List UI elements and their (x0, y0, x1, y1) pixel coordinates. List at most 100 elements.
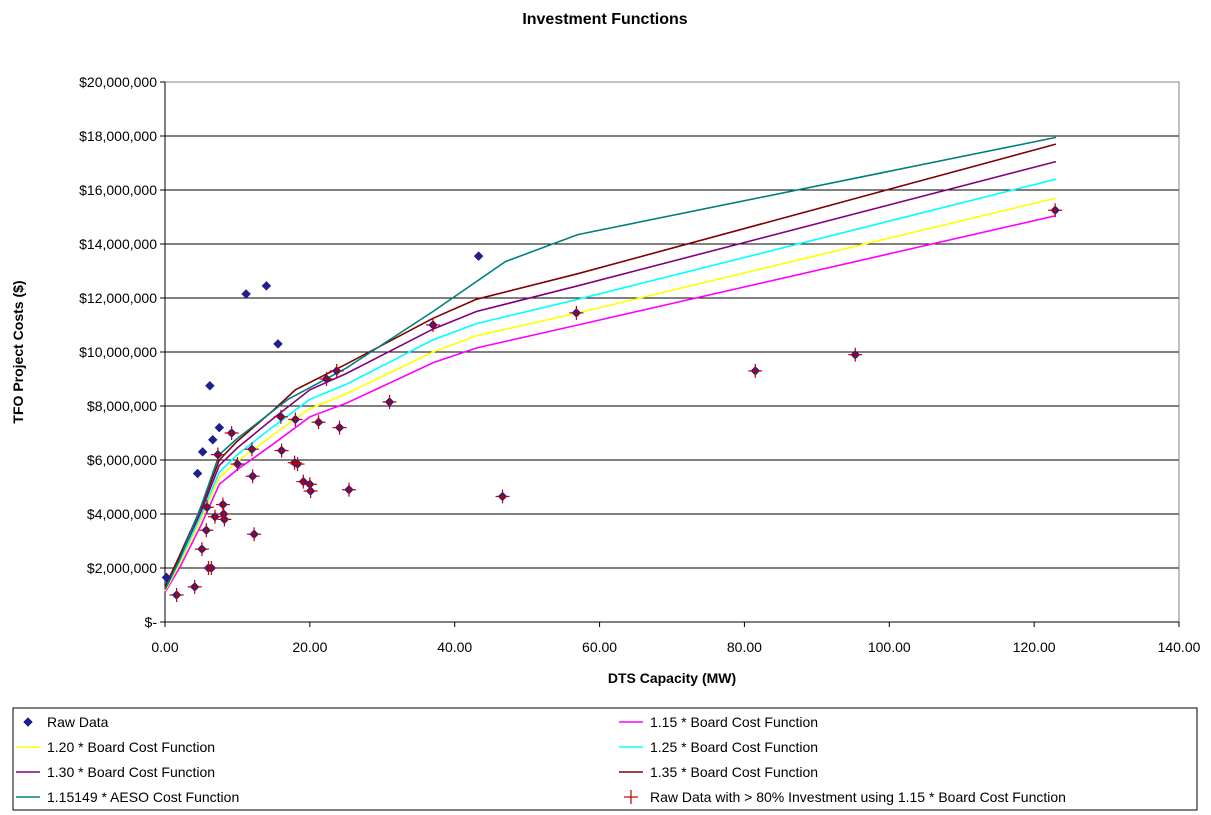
legend-entry-raw-data: Raw Data (23, 714, 109, 730)
investment-data-point (199, 523, 214, 538)
investment-data-point (382, 394, 397, 409)
legend-label: Raw Data with > 80% Investment using 1.1… (650, 789, 1066, 805)
raw-data-point (192, 468, 203, 479)
investment-data-point (425, 318, 440, 332)
legend-layer: Raw Data 1.15 * Board Cost Function 1.20 *… (16, 714, 1066, 805)
x-tick-label: 0.00 (151, 639, 178, 655)
investment-data-point (332, 420, 347, 435)
investment-data-point (303, 484, 318, 499)
raw-data-point (207, 434, 218, 445)
legend-entry-1-25-board-cost-function: 1.25 * Board Cost Function (619, 739, 818, 755)
legend-entry-1-20-board-cost-function: 1.20 * Board Cost Function (16, 739, 215, 755)
series-line-1-20-board-cost-function (164, 197, 1057, 592)
investment-data-point (329, 363, 344, 378)
legend-entry-raw-data-with-80-investment-using-1-15-board-cost-function: Raw Data with > 80% Investment using 1.1… (624, 789, 1066, 805)
investment-data-point (207, 509, 222, 524)
legend-label: 1.35 * Board Cost Function (650, 764, 818, 780)
y-tick-label: $18,000,000 (79, 128, 157, 144)
y-tick-label: $8,000,000 (87, 398, 157, 414)
tick-layer: $- $2,000,000 $4,000,000 $6,000,000 $8,000,0… (79, 74, 1200, 655)
investment-data-point (296, 474, 311, 489)
legend-swatch (23, 717, 33, 727)
y-tick-label: $- (145, 614, 158, 630)
investment-data-point (230, 457, 245, 472)
raw-data-point (214, 422, 225, 433)
investment-data-point (848, 347, 863, 362)
investment-data-point (341, 482, 356, 497)
raw-data-point (197, 447, 208, 457)
investment-data-point (204, 561, 219, 575)
y-tick-label: $12,000,000 (79, 290, 157, 306)
raw-data-point (241, 289, 251, 299)
investment-data-point (495, 489, 510, 504)
y-axis-title: TFO Project Costs ($) (10, 280, 26, 423)
y-tick-label: $20,000,000 (79, 74, 157, 90)
investment-data-point (200, 500, 215, 515)
x-tick-label: 120.00 (1013, 639, 1056, 655)
raw-data-point (161, 572, 172, 583)
legend-entry-1-35-board-cost-function: 1.35 * Board Cost Function (619, 764, 818, 780)
legend-entry-1-15149-aeso-cost-function: 1.15149 * AESO Cost Function (16, 789, 239, 805)
investment-data-point (274, 443, 289, 458)
investment-data-point (288, 412, 303, 427)
y-tick-label: $16,000,000 (79, 182, 157, 198)
chart-title: Investment Functions (522, 11, 687, 28)
raw-data-point (261, 280, 272, 291)
x-tick-label: 40.00 (437, 639, 472, 655)
series-line-1-35-board-cost-function (164, 143, 1057, 588)
x-tick-label: 140.00 (1158, 639, 1201, 655)
investment-data-point (287, 455, 302, 470)
investment-data-point (224, 426, 239, 440)
marker-layer (161, 203, 1063, 602)
line-layer (164, 136, 1057, 593)
investment-data-point (319, 372, 334, 386)
investment-data-point (216, 507, 231, 521)
legend-entry-1-15-board-cost-function: 1.15 * Board Cost Function (619, 714, 818, 730)
investment-data-point (302, 477, 317, 492)
legend-label: 1.15 * Board Cost Function (650, 714, 818, 730)
investment-data-point (273, 409, 288, 424)
investment-data-point (187, 579, 202, 594)
investment-data-point (244, 442, 259, 457)
investment-data-point (217, 512, 232, 527)
series-line-1-15-board-cost-function (164, 214, 1057, 593)
x-tick-label: 80.00 (727, 639, 762, 655)
investment-data-point (290, 457, 305, 472)
investment-data-point (569, 305, 584, 320)
investment-data-point (194, 542, 209, 557)
legend-label: 1.15149 * AESO Cost Function (47, 789, 239, 805)
x-axis-title: DTS Capacity (MW) (608, 670, 736, 686)
x-tick-label: 20.00 (292, 639, 327, 655)
series-line-1-25-board-cost-function (164, 178, 1057, 590)
raw-data-point (273, 339, 283, 349)
legend-label: 1.20 * Board Cost Function (47, 739, 215, 755)
series-line-1-15149-aeso-cost-function (164, 136, 1057, 590)
investment-data-point (748, 363, 763, 378)
legend-label: 1.30 * Board Cost Function (47, 764, 215, 780)
series-line-1-30-board-cost-function (164, 160, 1057, 589)
raw-data-point (205, 380, 215, 391)
raw-data-point (473, 251, 484, 262)
y-tick-label: $10,000,000 (79, 344, 157, 360)
legend-swatch (624, 790, 638, 804)
investment-data-point (1048, 203, 1063, 218)
x-tick-label: 100.00 (868, 639, 911, 655)
y-tick-label: $2,000,000 (87, 560, 157, 576)
y-tick-label: $14,000,000 (79, 236, 157, 252)
investment-data-point (215, 497, 230, 512)
y-tick-label: $6,000,000 (87, 452, 157, 468)
investment-data-point (311, 415, 326, 430)
investment-data-point (245, 469, 260, 484)
investment-data-point (210, 447, 225, 462)
investment-data-point (247, 527, 262, 542)
legend-entry-1-30-board-cost-function: 1.30 * Board Cost Function (16, 764, 215, 780)
y-tick-label: $4,000,000 (87, 506, 157, 522)
legend-label: 1.25 * Board Cost Function (650, 739, 818, 755)
investment-data-point (169, 588, 184, 602)
legend-label: Raw Data (47, 714, 109, 730)
x-tick-label: 60.00 (582, 639, 617, 655)
grid-layer (165, 81, 1179, 569)
legend-box (12, 707, 1198, 811)
